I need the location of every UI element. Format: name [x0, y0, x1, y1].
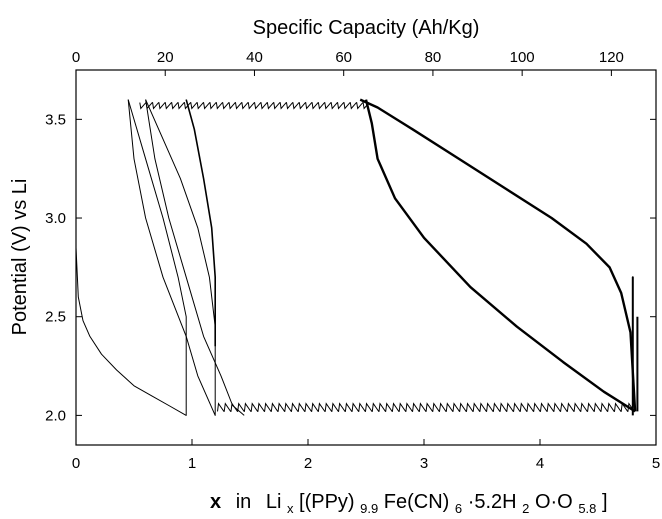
x-axis-title-close: ]	[602, 491, 608, 513]
x-tick-label: 4	[536, 455, 544, 472]
y-tick-label: 2.5	[45, 309, 66, 326]
series-line-4	[185, 99, 216, 347]
top-tick-label: 100	[510, 49, 535, 66]
x-axis-title-oo: O·O	[535, 491, 573, 513]
x-axis-title-sub-58: 5.8	[578, 501, 596, 516]
top-tick-label: 20	[157, 49, 174, 66]
x-axis-title-sub-6: 6	[455, 501, 462, 516]
x-axis-title-water: ·5.2H	[468, 491, 517, 513]
x-axis-title-li: Li	[266, 491, 282, 513]
x-axis-title-sub-x: x	[287, 501, 294, 516]
x-axis-title-x: x	[210, 491, 221, 513]
x-tick-label: 5	[652, 455, 660, 472]
x-axis-title-in: in	[236, 491, 252, 513]
top-tick-label: 80	[425, 49, 442, 66]
x-axis-title-fe: Fe(CN)	[384, 491, 450, 513]
x-axis-title: x in Li x [(PPy) 9.9 Fe(CN) 6 ·5.2H 2 O·…	[210, 491, 608, 518]
x-axis-title-sub-2: 2	[522, 501, 529, 516]
top-axis: 0 20 40 60 80 100 120	[72, 49, 624, 76]
top-tick-label: 60	[335, 49, 352, 66]
series-line-5	[359, 98, 637, 412]
x-axis-title-sub-99: 9.9	[360, 501, 378, 516]
x-axis: 0 1 2 3 4 5	[72, 439, 660, 472]
x-tick-label: 2	[304, 455, 312, 472]
x-tick-label: 3	[420, 455, 428, 472]
y-tick-label: 2.0	[45, 407, 66, 424]
top-tick-label: 0	[72, 49, 80, 66]
series-line-3	[145, 99, 245, 416]
y-axis-title: Potential (V) vs Li	[9, 179, 31, 336]
x-tick-label: 0	[72, 455, 80, 472]
series-line-6	[364, 99, 636, 413]
sawtooth-2	[217, 402, 635, 412]
y-tick-label: 3.5	[45, 111, 66, 128]
series-line-1	[75, 99, 187, 416]
y-axis: 2.0 2.5 3.0 3.5	[45, 111, 656, 424]
series-layer	[75, 98, 639, 416]
plot-frame	[75, 69, 657, 446]
top-tick-label: 120	[599, 49, 624, 66]
x-axis-title-bracket: [(PPy)	[299, 491, 355, 513]
top-tick-label: 40	[246, 49, 263, 66]
sawtooth-1	[139, 102, 370, 110]
series-line-2	[127, 99, 216, 416]
top-axis-title: Specific Capacity (Ah/Kg)	[253, 17, 480, 39]
y-tick-label: 3.0	[45, 210, 66, 227]
x-tick-label: 1	[188, 455, 196, 472]
